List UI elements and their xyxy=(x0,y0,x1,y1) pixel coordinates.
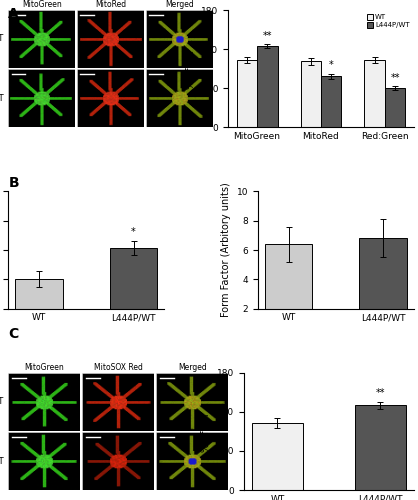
Text: B: B xyxy=(8,176,19,190)
Y-axis label: % of WT: % of WT xyxy=(186,48,196,88)
Bar xyxy=(354,406,406,490)
Bar xyxy=(237,60,257,127)
Title: MitoSOX Red: MitoSOX Red xyxy=(94,363,143,372)
Text: *: * xyxy=(131,226,136,236)
Bar xyxy=(364,60,385,127)
Y-axis label: WT: WT xyxy=(0,34,4,43)
Legend: WT, L444P/WT: WT, L444P/WT xyxy=(366,14,410,29)
Y-axis label: L444P/WT: L444P/WT xyxy=(0,94,4,102)
Y-axis label: L444P/WT: L444P/WT xyxy=(0,456,4,466)
Y-axis label: WT: WT xyxy=(0,398,4,406)
Bar xyxy=(265,244,312,338)
Bar xyxy=(321,76,342,127)
Bar xyxy=(385,88,405,127)
Text: **: ** xyxy=(390,73,400,83)
Text: **: ** xyxy=(263,30,272,40)
Title: Merged: Merged xyxy=(165,0,194,9)
Text: C: C xyxy=(8,328,19,342)
Text: **: ** xyxy=(376,388,385,398)
Bar xyxy=(301,62,321,127)
Title: MitoRed: MitoRed xyxy=(95,0,126,9)
Title: Merged: Merged xyxy=(178,363,207,372)
Bar xyxy=(359,238,407,338)
Text: *: * xyxy=(329,60,334,70)
Bar xyxy=(257,46,278,127)
Title: MitoGreen: MitoGreen xyxy=(22,0,61,9)
Y-axis label: Form Factor (Arbitory units): Form Factor (Arbitory units) xyxy=(221,182,231,318)
Bar xyxy=(252,423,303,490)
Text: A: A xyxy=(8,8,19,22)
Title: MitoGreen: MitoGreen xyxy=(24,363,64,372)
Bar xyxy=(15,280,63,464)
Bar xyxy=(110,248,157,464)
Y-axis label: % of WT: % of WT xyxy=(201,412,212,452)
